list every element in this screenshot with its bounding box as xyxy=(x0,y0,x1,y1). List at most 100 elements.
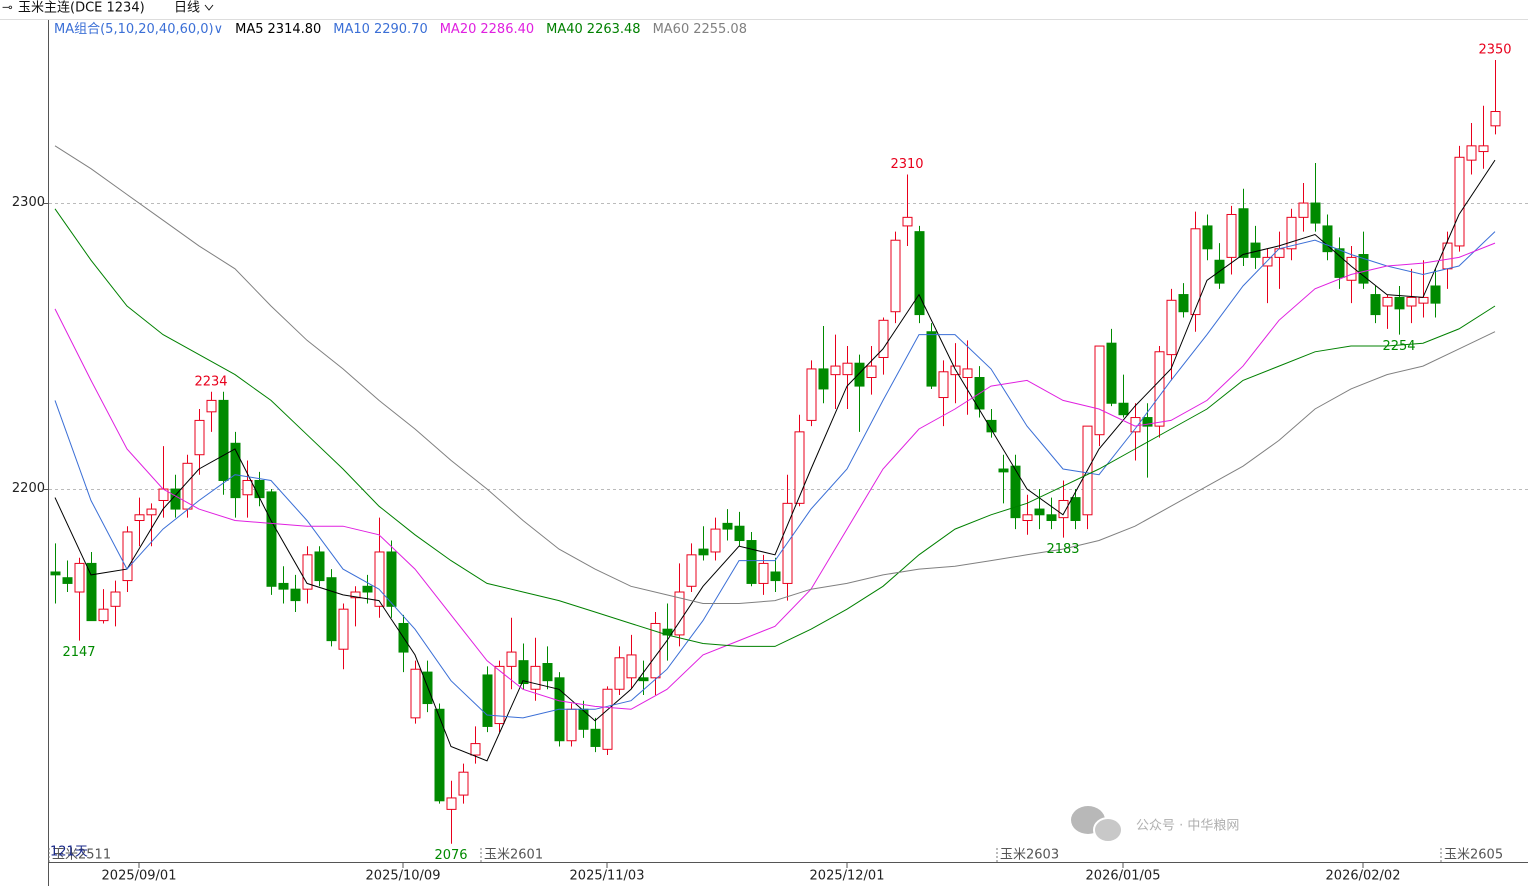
candle-body xyxy=(1202,225,1213,250)
candle-body xyxy=(494,665,505,725)
candle-body xyxy=(338,608,349,650)
candle-body xyxy=(1454,156,1465,247)
y-tick-label: 2300 xyxy=(12,195,45,210)
candle-body xyxy=(134,514,145,522)
candle-body xyxy=(1190,228,1201,316)
contract-label: 玉米2511 xyxy=(52,848,111,863)
candle-body xyxy=(758,562,769,584)
candle-body xyxy=(482,674,493,727)
candle-body xyxy=(854,362,865,387)
legend-name: MA10 xyxy=(333,22,370,37)
candle-body xyxy=(266,491,277,587)
candle-body xyxy=(1358,254,1369,284)
candle-body xyxy=(1166,299,1177,356)
candle-body xyxy=(1418,296,1429,304)
period-selector[interactable]: 日线 xyxy=(174,1,200,16)
contract-label: 玉米2603 xyxy=(1000,848,1059,863)
candle-body xyxy=(698,548,709,556)
extreme-label: 2147 xyxy=(62,645,95,660)
days-label: 121天 xyxy=(50,845,88,860)
candle-body xyxy=(986,419,997,433)
candle-body xyxy=(674,591,685,636)
candle-body xyxy=(1406,296,1417,307)
x-tick-label: 2025/10/09 xyxy=(366,869,441,884)
candle-body xyxy=(470,743,481,756)
contract-label: 玉米2601 xyxy=(484,848,543,863)
ma-line xyxy=(54,159,1496,762)
candle-body xyxy=(1046,514,1057,522)
candle-body xyxy=(98,608,109,622)
candle-body xyxy=(326,577,337,642)
candle-body xyxy=(506,651,517,667)
legend-value: 2290.70 xyxy=(374,22,428,37)
candle-body xyxy=(1034,508,1045,516)
candle-body xyxy=(1070,497,1081,522)
candle-body xyxy=(734,525,745,542)
candle-body xyxy=(1178,294,1189,313)
legend-value: 2255.08 xyxy=(693,22,747,37)
candle-body xyxy=(686,554,697,587)
candle-body xyxy=(302,554,313,590)
candle-body xyxy=(122,531,133,582)
candle-body xyxy=(1022,514,1033,522)
candle-body xyxy=(362,585,373,593)
x-tick-label: 2025/12/01 xyxy=(810,869,885,884)
candle-body xyxy=(746,540,757,584)
candle-body xyxy=(530,665,541,690)
candle-body xyxy=(374,551,385,607)
candle-body xyxy=(602,688,613,750)
candle-body xyxy=(1286,216,1297,250)
candle-body xyxy=(998,468,1009,473)
candle-body xyxy=(410,668,421,719)
candle-body xyxy=(1478,145,1489,153)
x-tick-label: 2026/02/02 xyxy=(1326,869,1401,884)
ma-line xyxy=(54,145,1496,604)
candle-body xyxy=(518,660,529,685)
candle-body xyxy=(194,419,205,456)
candle-body xyxy=(1442,242,1453,270)
candle-body xyxy=(146,508,157,516)
extreme-label: 2350 xyxy=(1478,43,1511,58)
candle-body xyxy=(638,677,649,682)
candle-body xyxy=(1394,296,1405,310)
candle-body xyxy=(1346,256,1357,281)
candle-body xyxy=(1250,242,1261,258)
ma-group: MA组合(5,10,20,40,60,0) xyxy=(54,22,214,37)
candle-body xyxy=(110,591,121,607)
candle-body xyxy=(386,551,397,607)
candle-body xyxy=(1298,202,1309,218)
candle-body xyxy=(842,362,853,376)
candle-body xyxy=(878,319,889,358)
candle-body xyxy=(926,331,937,387)
candle-body xyxy=(1382,296,1393,307)
candle-body xyxy=(794,431,805,504)
candle-body xyxy=(1238,208,1249,258)
candle-body xyxy=(962,368,973,379)
candle-body xyxy=(1010,465,1021,519)
candle-body xyxy=(1490,111,1501,127)
candle-body xyxy=(458,771,469,796)
candle-body xyxy=(218,399,229,481)
extreme-label: 2076 xyxy=(434,848,467,863)
candle-body xyxy=(62,577,73,584)
legend-value: 2263.48 xyxy=(587,22,641,37)
legend-name: MA40 xyxy=(546,22,583,37)
period-chevron[interactable] xyxy=(204,4,214,11)
candle-body xyxy=(722,522,733,530)
ma-line xyxy=(54,208,1496,647)
candle-body xyxy=(1466,145,1477,161)
candle-body xyxy=(242,479,253,496)
candle-body xyxy=(770,571,781,582)
legend-value: 2286.40 xyxy=(480,22,534,37)
candle-body xyxy=(1226,213,1237,258)
candle-body xyxy=(350,591,361,599)
candle-body xyxy=(710,528,721,553)
candle-body xyxy=(1106,342,1117,404)
extreme-label: 2183 xyxy=(1046,542,1079,557)
contract-label: 玉米2605 xyxy=(1444,848,1503,863)
candle-body xyxy=(890,239,901,313)
x-tick-label: 2026/01/05 xyxy=(1086,869,1161,884)
candle-body xyxy=(1094,345,1105,436)
